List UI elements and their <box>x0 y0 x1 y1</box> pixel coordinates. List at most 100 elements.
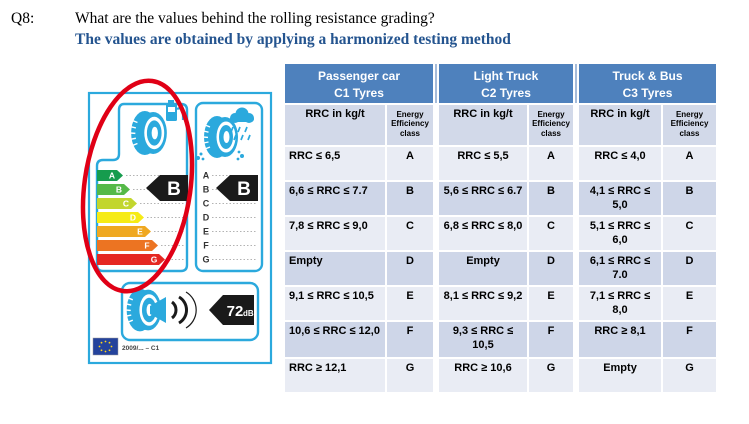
wet-scale-letters: A B C D E F G <box>202 171 209 265</box>
regulation-text: 2009/... – C1 <box>122 345 160 352</box>
rrc-cell: RRC ≥ 10,6 <box>437 356 529 394</box>
class-cell: F <box>527 319 575 359</box>
class-cell: A <box>527 144 575 182</box>
scale-bar-c <box>97 198 137 209</box>
table-subheader-row: RRC in kg/t Energy Efficiency class RRC … <box>283 102 718 147</box>
table-row-e: 9,1 ≤ RRC ≤ 10,5 E 8,1 ≤ RRC ≤ 9,2 E 7,1… <box>283 284 718 322</box>
wet-grip-section: A B C D E F G B <box>194 101 264 273</box>
column-gap <box>434 357 438 393</box>
scale-bar-f <box>97 240 158 251</box>
scale-letter: A <box>109 171 115 181</box>
column-gap <box>574 285 578 321</box>
subheader-rrc: RRC in kg/t <box>283 102 387 147</box>
group-header-c3: Truck & Bus C3 Tyres <box>577 62 718 105</box>
subheader-energy: Energy Efficiency class <box>385 102 435 147</box>
rrc-cell: 7,1 ≤ RRC ≤ 8,0 <box>577 284 663 322</box>
rrc-cell: RRC ≥ 8,1 <box>577 319 663 359</box>
column-gap <box>434 145 438 181</box>
class-cell: D <box>385 249 435 287</box>
noise-value-arrow: 72 dB <box>209 295 254 325</box>
scale-bar-e <box>97 226 151 237</box>
class-cell: F <box>661 319 718 359</box>
rrc-cell: RRC ≤ 6,5 <box>283 144 387 182</box>
class-cell: G <box>385 356 435 394</box>
scale-bar-b <box>97 184 130 195</box>
rrc-cell: 7,8 ≤ RRC ≤ 9,0 <box>283 214 387 252</box>
question-text: What are the values behind the rolling r… <box>75 10 435 27</box>
table-row-d: Empty D Empty D 6,1 ≤ RRC ≤ 7.0 D <box>283 249 718 287</box>
class-cell: E <box>527 284 575 322</box>
rrc-cell: 9,3 ≤ RRC ≤ 10,5 <box>437 319 529 359</box>
rrc-cell: 6,1 ≤ RRC ≤ 7.0 <box>577 249 663 287</box>
question-number: Q8: <box>11 10 35 27</box>
table-row-g: RRC ≥ 12,1 G RRC ≥ 10,6 G Empty G <box>283 356 718 394</box>
class-cell: D <box>661 249 718 287</box>
tyre-label-svg: A B C D E F G B <box>80 78 273 365</box>
wet-grade-letter: B <box>237 179 251 200</box>
class-cell: D <box>527 249 575 287</box>
class-cell: B <box>527 179 575 217</box>
column-gap <box>434 103 438 146</box>
subheader-rrc: RRC in kg/t <box>437 102 529 147</box>
rrc-cell: Empty <box>283 249 387 287</box>
red-highlight-circle <box>80 78 195 294</box>
tire-fuel-icon <box>129 110 168 156</box>
answer-text: The values are obtained by applying a ha… <box>75 31 511 48</box>
class-cell: G <box>661 356 718 394</box>
noise-section: 72 dB <box>120 281 260 342</box>
group-header-c2: Light Truck C2 Tyres <box>437 62 575 105</box>
class-cell: E <box>661 284 718 322</box>
scale-letter: F <box>144 241 149 251</box>
subheader-rrc: RRC in kg/t <box>577 102 663 147</box>
column-gap <box>574 250 578 286</box>
scale-bar-g <box>97 254 165 265</box>
group-subtitle: C2 Tyres <box>481 86 531 101</box>
rrc-cell: 6,6 ≤ RRC ≤ 7.7 <box>283 179 387 217</box>
group-header-c1: Passenger car C1 Tyres <box>283 62 435 105</box>
tyre-label-figure: A B C D E F G B <box>80 78 273 368</box>
rrc-cell: 4,1 ≤ RRC ≤ 5,0 <box>577 179 663 217</box>
rrc-cell: RRC ≤ 4,0 <box>577 144 663 182</box>
rrc-cell: RRC ≤ 5,5 <box>437 144 529 182</box>
subheader-energy: Energy Efficiency class <box>661 102 718 147</box>
wet-grade-arrow: B <box>216 175 258 201</box>
class-cell: C <box>385 214 435 252</box>
class-cell: C <box>661 214 718 252</box>
subheader-energy: Energy Efficiency class <box>527 102 575 147</box>
wet-letter: A <box>203 171 210 181</box>
scale-bar-d <box>97 212 144 223</box>
column-gap <box>574 103 578 146</box>
rrc-cell: Empty <box>577 356 663 394</box>
rrc-cell: 6,8 ≤ RRC ≤ 8,0 <box>437 214 529 252</box>
class-cell: B <box>661 179 718 217</box>
wet-letter: D <box>203 213 210 223</box>
rrc-cell: Empty <box>437 249 529 287</box>
rain-cloud-icon <box>230 107 254 141</box>
wet-letter: G <box>202 255 209 265</box>
class-cell: E <box>385 284 435 322</box>
water-splash-icon <box>196 150 244 161</box>
group-title: Passenger car <box>317 69 401 83</box>
class-cell: B <box>385 179 435 217</box>
table-group-header-row: Passenger car C1 Tyres Light Truck C2 Ty… <box>283 62 718 105</box>
wet-letter: F <box>203 241 209 251</box>
table-row-c: 7,8 ≤ RRC ≤ 9,0 C 6,8 ≤ RRC ≤ 8,0 C 5,1 … <box>283 214 718 252</box>
class-cell: C <box>527 214 575 252</box>
column-gap <box>574 357 578 393</box>
column-gap <box>574 320 578 358</box>
scale-letter: E <box>137 227 143 237</box>
column-gap <box>574 145 578 181</box>
class-cell: F <box>385 319 435 359</box>
wet-letter: B <box>203 185 210 195</box>
column-gap <box>574 180 578 216</box>
group-title: Truck & Bus <box>612 69 683 83</box>
eu-flag-icon <box>92 337 119 356</box>
rrc-cell: 9,1 ≤ RRC ≤ 10,5 <box>283 284 387 322</box>
rrc-cell: 5,6 ≤ RRC ≤ 6.7 <box>437 179 529 217</box>
column-gap <box>434 180 438 216</box>
table-row-f: 10,6 ≤ RRC ≤ 12,0 F 9,3 ≤ RRC ≤ 10,5 F R… <box>283 319 718 359</box>
column-gap <box>434 285 438 321</box>
column-gap <box>434 250 438 286</box>
wet-letter: E <box>203 227 209 237</box>
